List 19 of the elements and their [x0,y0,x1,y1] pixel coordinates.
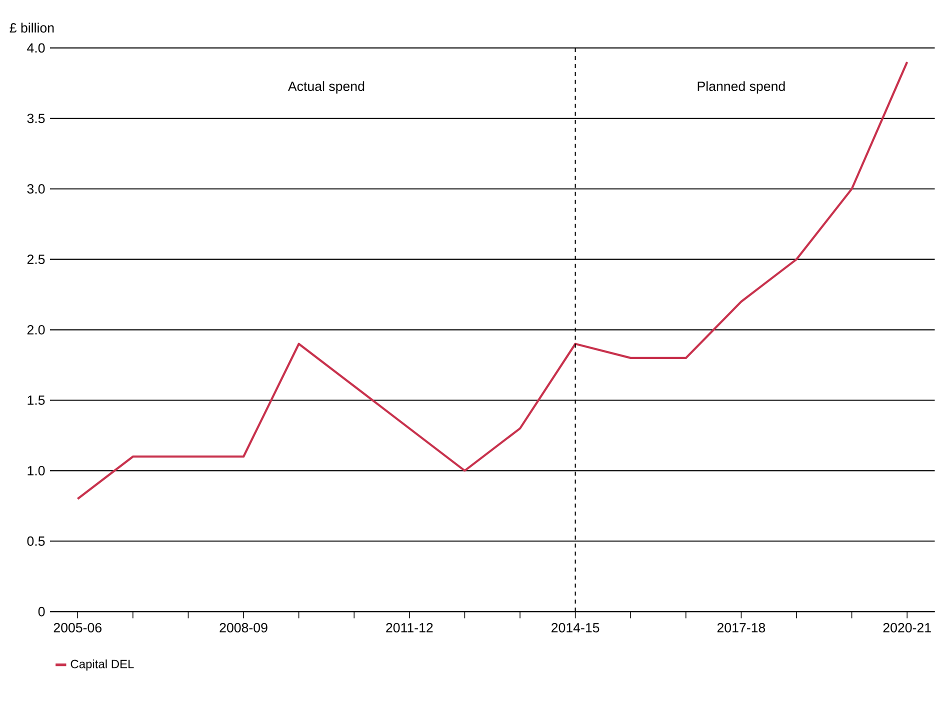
y-tick-label: 1.0 [28,466,45,476]
annotation: Actual spend [288,81,364,94]
y-tick-label: 0.5 [27,536,45,546]
annotation: Planned spend [698,81,785,94]
x-tick-label: 2014-15 [552,623,600,633]
x-tick-label: 2020-21 [883,623,931,633]
y-tick-label: 3.5 [27,114,45,124]
y-tick-label: 0 [38,607,45,617]
x-tick-label: 2017-18 [717,623,766,633]
y-tick-label: 3.0 [27,184,45,194]
y-tick-label: 2.5 [27,254,45,264]
x-tick-label: 2011-12 [386,623,433,633]
y-tick-label: 2.0 [27,325,45,335]
y-tick-label: 1.5 [28,396,45,406]
y-tick-label: 4.0 [27,43,45,53]
x-tick-label: 2008-09 [220,623,268,633]
y-axis-title: £ billion [10,23,54,33]
x-tick-label: 2005-06 [54,623,102,633]
legend-label: Capital DEL [70,660,134,671]
